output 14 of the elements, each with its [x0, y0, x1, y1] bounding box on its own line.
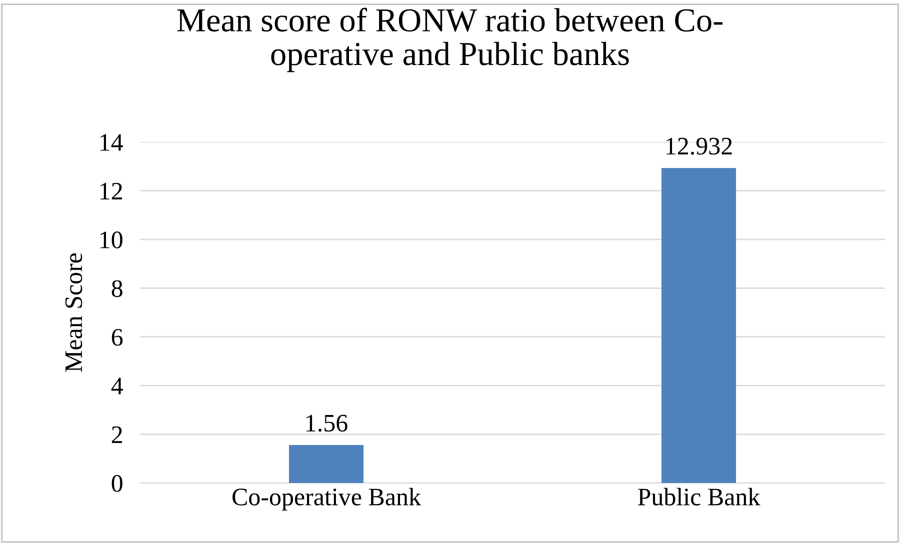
x-tick-label: Co-operative Bank — [232, 488, 422, 511]
y-tick-label: 12 — [100, 182, 122, 200]
y-tick-label: 14 — [100, 134, 123, 151]
y-tick-label: 4 — [111, 378, 123, 394]
chart-title: Mean score of RONW ratio between Co- operative and Public banks — [177, 8, 722, 72]
y-tick-label: 2 — [112, 426, 122, 443]
y-tick-label: 8 — [112, 280, 122, 298]
x-tick-label: Public Bank — [638, 488, 760, 506]
y-axis-title: Mean Score — [65, 253, 82, 372]
y-tick-label: 0 — [112, 475, 122, 492]
data-label: 1.56 — [306, 414, 348, 432]
y-tick-label: 10 — [100, 231, 122, 248]
y-tick-label: 6 — [112, 328, 123, 346]
data-label: 12.932 — [666, 138, 732, 155]
